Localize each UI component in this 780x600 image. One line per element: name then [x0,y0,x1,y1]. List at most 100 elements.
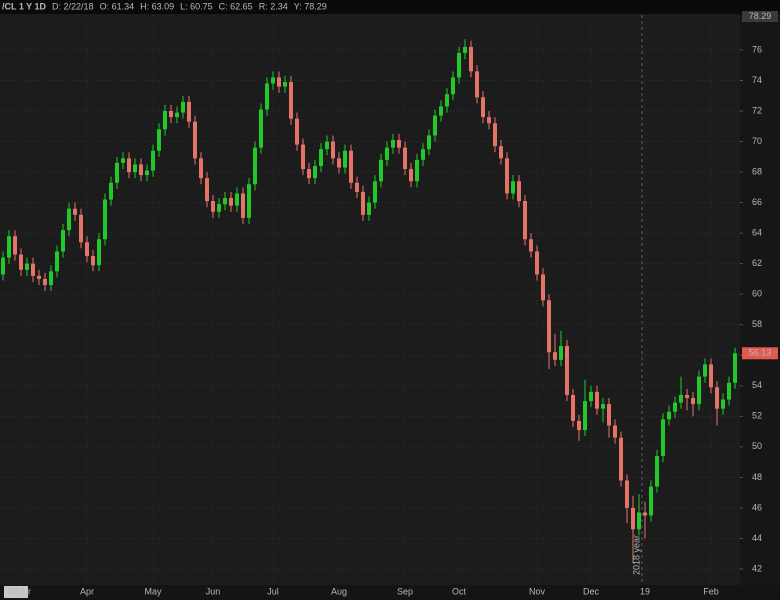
candle-body [109,182,113,200]
x-tick-label: Apr [80,586,94,596]
candle-body [529,239,533,252]
y-tick-label: 50 [752,441,762,451]
x-axis-strip [0,585,780,600]
cursor-date-label: 2/22 [7,586,25,596]
candle-body [49,271,53,286]
candle-body [667,411,671,420]
candle-body [715,387,719,409]
candle-body [349,150,353,183]
x-tick-label: Aug [331,586,347,596]
y-tick-label: 62 [752,258,762,268]
y-tick-label: 58 [752,319,762,329]
header-text: H: 63.09 [140,1,174,11]
candle-body [133,164,137,173]
candle-body [271,77,275,84]
header-text: D: 2/22/18 [52,1,94,11]
candle-body [505,158,509,194]
candles [1,39,737,563]
y-tick-label: 70 [752,136,762,146]
candle-body [655,456,659,487]
candle-body [571,394,575,421]
candle-body [199,158,203,179]
candle-body [727,382,731,400]
candle-body [169,111,173,118]
candle-body [121,158,125,163]
candle-body [43,278,47,286]
candle-body [415,159,419,182]
candle-body [565,346,569,395]
candle-body [523,201,527,240]
candle-body [625,480,629,508]
candle-body [25,263,29,270]
x-tick-label: Oct [452,586,467,596]
candle-body [493,123,497,147]
candle-body [697,376,701,405]
x-tick-label: Jul [267,586,279,596]
header-text: Y: 78.29 [294,1,327,11]
y-tick-label: 76 [752,44,762,54]
candle-body [601,404,605,409]
candle-body [73,208,77,215]
candle-body [373,181,377,203]
candle-body [223,198,227,205]
candle-body [193,121,197,159]
x-tick-label: Sep [397,586,413,596]
candle-body [85,242,89,257]
candle-body [703,364,707,377]
candle-body [37,275,41,279]
header-text: C: 62.65 [219,1,253,11]
y-tick-label: 74 [752,75,762,85]
candle-body [691,398,695,405]
candle-body [391,140,395,148]
candle-body [649,486,653,516]
candle-body [241,193,245,218]
candle-body [451,77,455,95]
candle-body [319,149,323,166]
candle-body [295,118,299,145]
candle-body [13,236,17,255]
candle-body [421,149,425,160]
candle-body [583,401,587,431]
candle-body [577,420,581,431]
x-tick-label: Jun [206,586,221,596]
candle-body [607,404,611,426]
candle-body [157,129,161,151]
candle-body [589,391,593,402]
candle-body [7,236,11,258]
candle-body [499,146,503,159]
candle-body [229,198,233,206]
candle-body [385,147,389,160]
y-tick-label: 72 [752,105,762,115]
candle-body [151,150,155,171]
candle-body [217,204,221,212]
header-text: O: 61.34 [100,1,135,11]
x-tick-label: Dec [583,586,600,596]
candle-body [307,169,311,179]
candle-body [445,94,449,107]
y-tick-label: 60 [752,289,762,299]
cursor-date-box [4,586,28,598]
candle-body [367,202,371,215]
candle-body [553,352,557,360]
candle-body [397,140,401,148]
candle-body [31,263,35,276]
candle-body [547,300,551,353]
candle-body [511,181,515,194]
candle-body [67,208,71,231]
candle-body [559,346,563,360]
candle-body [283,82,287,87]
y-tick-label: 54 [752,380,762,390]
candle-body [235,193,239,206]
x-tick-label: May [144,586,162,596]
y-tick-label: 42 [752,563,762,573]
candle-body [1,257,5,275]
y-tick-label: 68 [752,166,762,176]
candle-body [277,77,281,87]
candle-body [253,147,257,185]
candle-body [361,191,365,215]
candle-body [661,419,665,457]
candle-body [733,353,737,383]
